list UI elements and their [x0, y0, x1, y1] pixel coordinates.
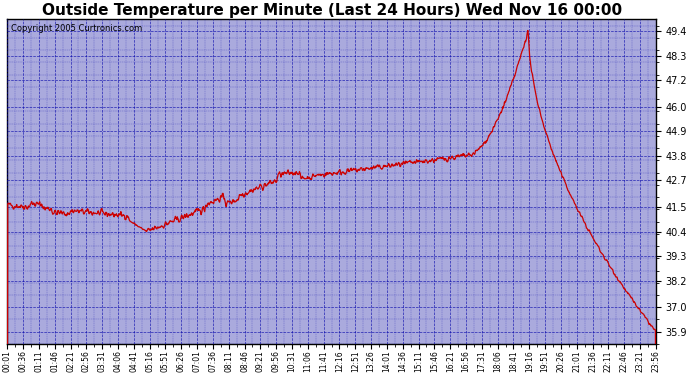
- Text: Copyright 2005 Curtronics.com: Copyright 2005 Curtronics.com: [10, 24, 141, 33]
- Title: Outside Temperature per Minute (Last 24 Hours) Wed Nov 16 00:00: Outside Temperature per Minute (Last 24 …: [41, 3, 622, 18]
